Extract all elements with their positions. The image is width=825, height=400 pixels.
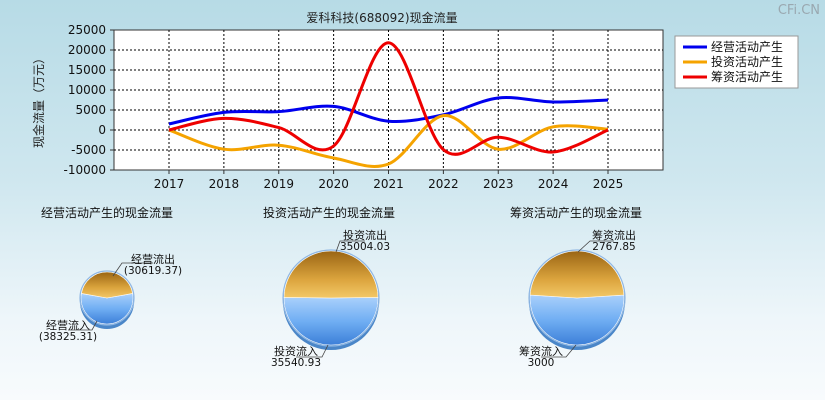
pie-outline — [528, 249, 626, 347]
pie-slice-inflow — [80, 293, 134, 325]
series-line-2 — [168, 41, 609, 156]
pie-slice-label: 筹资流出 — [592, 228, 636, 242]
pie-leader-line — [68, 320, 98, 331]
x-tick-label: 2023 — [483, 177, 514, 191]
pie-slice-value: (38325.31) — [39, 331, 97, 343]
pie-slice-label: 筹资流入 — [519, 344, 563, 358]
pie-slice-value: (30619.37) — [124, 265, 182, 277]
y-axis-label: 现金流量（万元） — [31, 52, 46, 148]
pie-slice-label: 投资流出 — [343, 228, 387, 242]
y-tick-label: -5000 — [71, 143, 106, 157]
pie-leader-line — [112, 262, 153, 277]
y-tick-label: 0 — [98, 123, 106, 137]
x-tick-label: 2022 — [428, 177, 459, 191]
pie-leader-line — [541, 344, 577, 358]
pie-slice-outflow — [283, 250, 379, 299]
pie-slice-label: 经营流入 — [46, 318, 90, 332]
pie-slice-outflow — [529, 250, 625, 299]
y-tick-label: 25000 — [68, 23, 106, 37]
x-tick-label: 2020 — [318, 177, 349, 191]
pie-outline — [282, 249, 380, 347]
pie-slice-inflow — [529, 294, 625, 346]
legend-label: 筹资活动产生 — [711, 70, 783, 84]
pie-leader-line — [296, 344, 329, 358]
y-tick-label: 5000 — [75, 103, 106, 117]
pie-leader-line — [577, 240, 614, 253]
pie-slice-value: 2767.85 — [592, 241, 635, 253]
x-tick-label: 2024 — [538, 177, 569, 191]
pie-leader-line — [335, 240, 365, 253]
y-tick-label: -10000 — [63, 163, 106, 177]
series-lines — [168, 41, 609, 168]
pie-title: 经营活动产生的现金流量 — [41, 205, 173, 220]
x-tick-label: 2025 — [593, 177, 624, 191]
pie-slice-value: 35004.03 — [340, 241, 390, 253]
y-axis: 25000 20000 15000 10000 5000 0 -5000 -10000 — [63, 23, 114, 177]
series-line-1 — [168, 114, 609, 168]
pie-slice-inflow — [283, 297, 379, 346]
x-tick-label: 2021 — [373, 177, 404, 191]
pie-slice-label: 经营流出 — [131, 252, 175, 266]
x-tick-label: 2018 — [209, 177, 240, 191]
pie-slice-value: 35540.93 — [271, 357, 321, 369]
chart-title: 爱科科技(688092)现金流量 — [306, 10, 457, 25]
pie-outline — [79, 270, 135, 326]
line-chart: 爱科科技(688092)现金流量 25000 20000 15000 10000 500… — [31, 10, 799, 191]
grid-lines — [114, 30, 663, 170]
pie-slice-outflow — [81, 271, 133, 299]
y-tick-label: 10000 — [68, 83, 106, 97]
y-tick-label: 15000 — [68, 63, 106, 77]
series-line-0 — [168, 96, 609, 126]
x-axis: 2017 2018 2019 2020 2021 2022 2023 2024 2025 — [154, 170, 624, 191]
x-tick-label: 2019 — [263, 177, 294, 191]
pie-slice-label: 投资流入 — [274, 344, 318, 358]
pie-title: 投资活动产生的现金流量 — [263, 205, 395, 220]
pie-title: 筹资活动产生的现金流量 — [510, 205, 642, 220]
legend-label: 经营活动产生 — [711, 40, 783, 54]
x-tick-label: 2017 — [154, 177, 185, 191]
legend-label: 投资活动产生 — [711, 54, 783, 69]
watermark: CFi.CN — [778, 3, 820, 18]
y-tick-label: 20000 — [68, 43, 106, 57]
pie-slice-value: 3000 — [528, 357, 555, 369]
